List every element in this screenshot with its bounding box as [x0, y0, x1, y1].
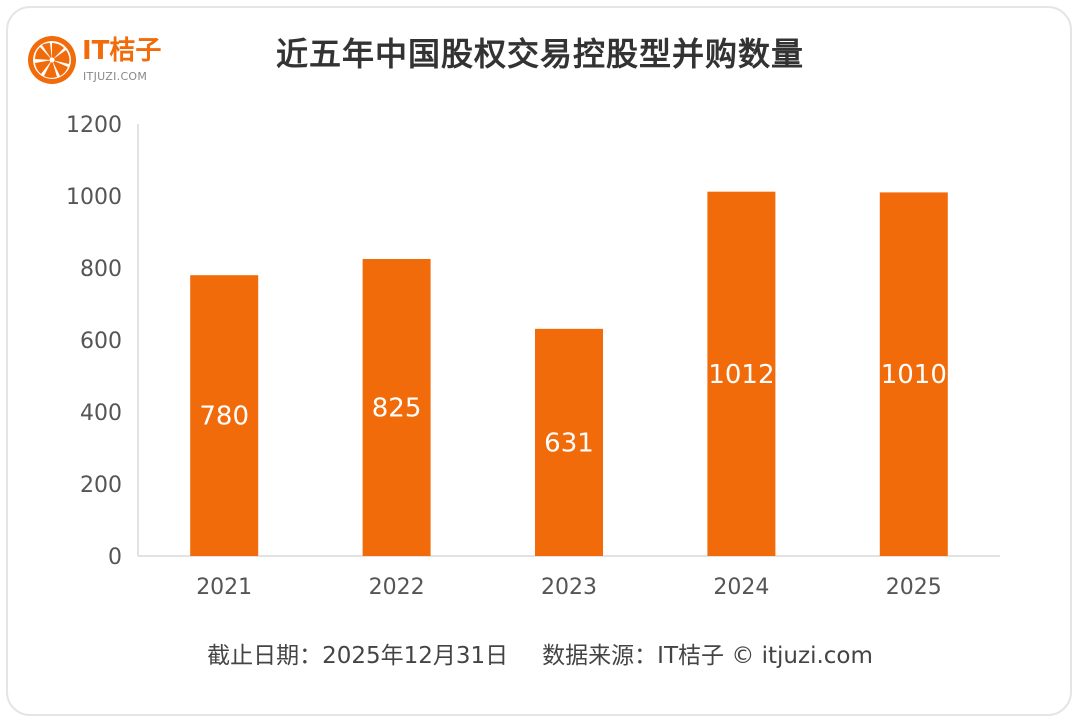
brand-url: ITJUZI.COM [83, 70, 148, 83]
y-tick-label: 600 [80, 329, 122, 354]
brand-name: IT桔子 [82, 36, 162, 66]
bar-value-label: 780 [199, 402, 249, 432]
x-tick-label: 2025 [886, 575, 942, 600]
x-tick-label: 2022 [369, 575, 425, 600]
y-tick-label: 400 [80, 401, 122, 426]
chart-title: 近五年中国股权交易控股型并购数量 [275, 35, 804, 73]
chart-footer: 截止日期：2025年12月31日 数据来源：IT桔子 © itjuzi.com [0, 640, 1080, 672]
x-tick-label: 2024 [713, 575, 769, 600]
x-tick-label: 2021 [196, 575, 252, 600]
x-tick-label: 2023 [541, 575, 597, 600]
cutoff-date: 截止日期：2025年12月31日 [207, 643, 509, 669]
bar [707, 191, 776, 556]
y-tick-label: 200 [80, 473, 122, 498]
bar-value-label: 631 [544, 428, 594, 458]
y-tick-label: 0 [108, 545, 122, 570]
bar [879, 192, 948, 556]
data-source: 数据来源：IT桔子 © itjuzi.com [542, 643, 873, 669]
y-tick-label: 1200 [66, 113, 122, 138]
bar [362, 259, 431, 556]
bar-value-label: 1012 [708, 360, 774, 390]
bar-value-label: 1010 [881, 360, 947, 390]
brand-logo: IT桔子 ITJUZI.COM [26, 34, 196, 94]
orange-slice-icon [28, 36, 76, 84]
y-tick-label: 800 [80, 257, 122, 282]
y-tick-label: 1000 [66, 185, 122, 210]
bar-value-label: 825 [372, 394, 422, 424]
bar [190, 275, 259, 556]
bar [535, 328, 603, 556]
